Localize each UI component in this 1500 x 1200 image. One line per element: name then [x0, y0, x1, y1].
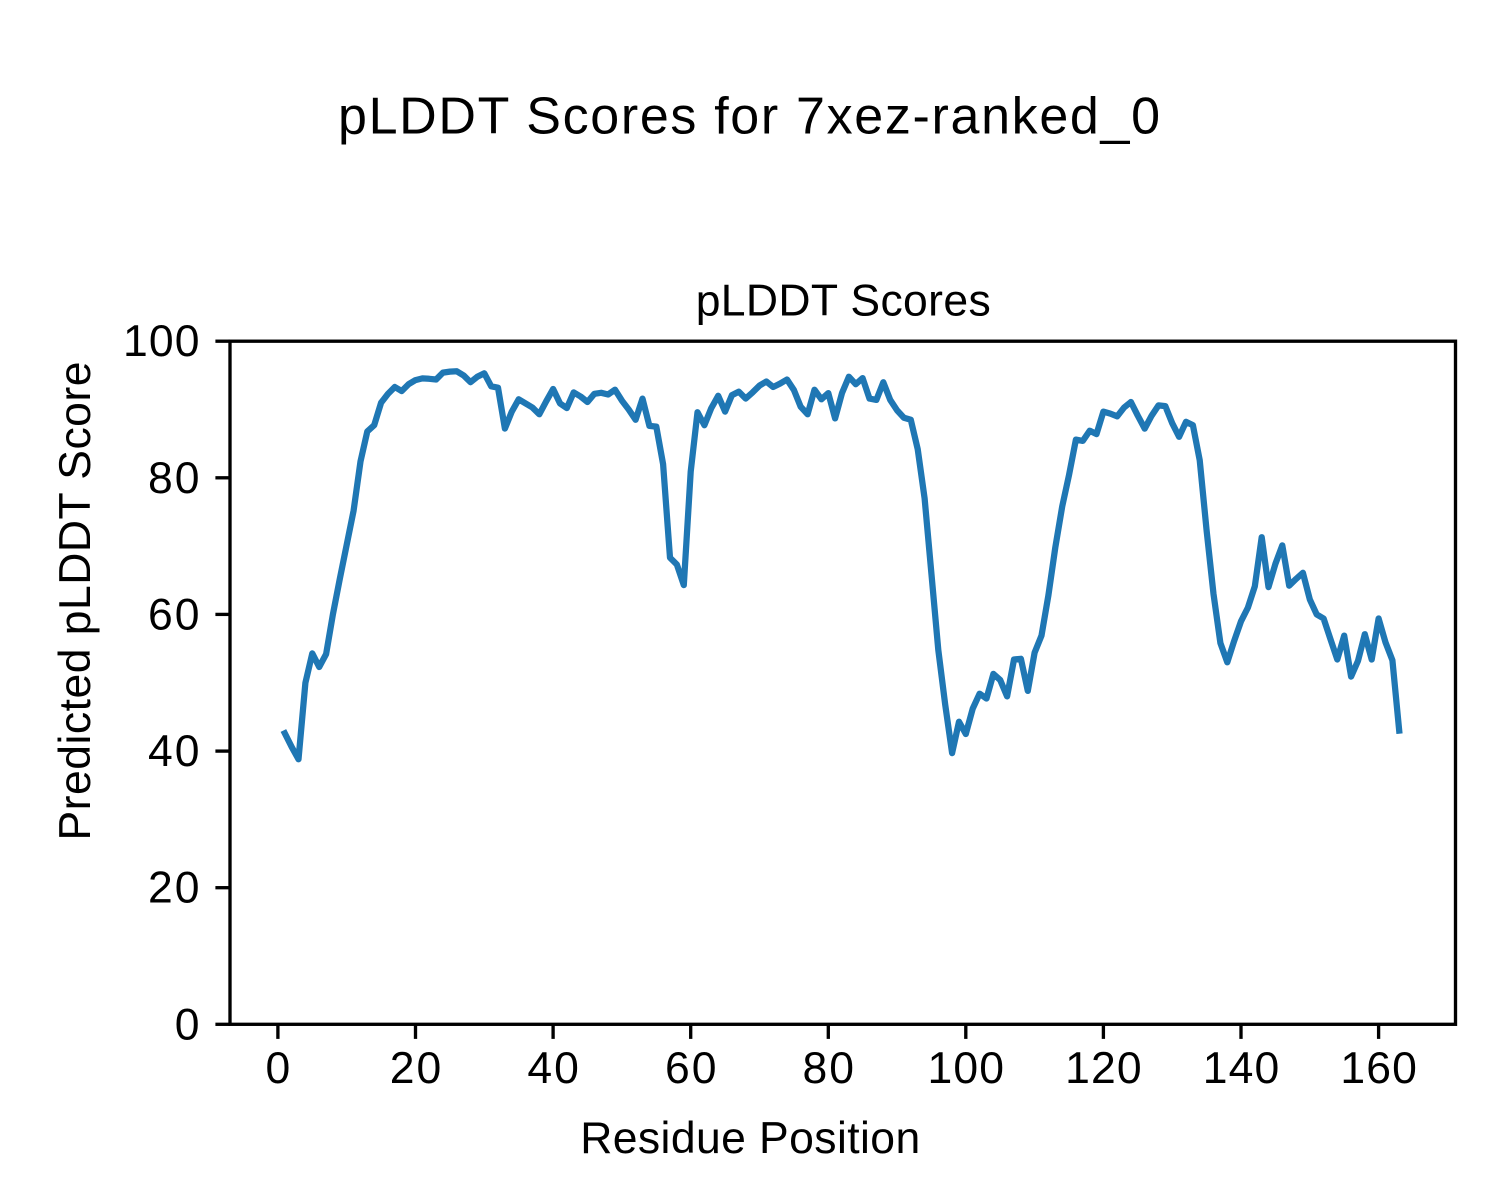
svg-text:160: 160 — [1340, 1044, 1417, 1093]
svg-text:140: 140 — [1203, 1044, 1280, 1093]
svg-text:pLDDT Scores for 7xez-ranked_0: pLDDT Scores for 7xez-ranked_0 — [338, 88, 1160, 146]
svg-text:100: 100 — [123, 317, 200, 366]
svg-text:0: 0 — [175, 1000, 200, 1049]
svg-text:0: 0 — [266, 1044, 291, 1093]
svg-text:pLDDT Scores: pLDDT Scores — [696, 277, 991, 326]
svg-text:100: 100 — [928, 1044, 1005, 1093]
svg-text:Residue Position: Residue Position — [580, 1114, 920, 1163]
svg-text:Predicted pLDDT Score: Predicted pLDDT Score — [51, 362, 100, 841]
svg-text:120: 120 — [1065, 1044, 1142, 1093]
